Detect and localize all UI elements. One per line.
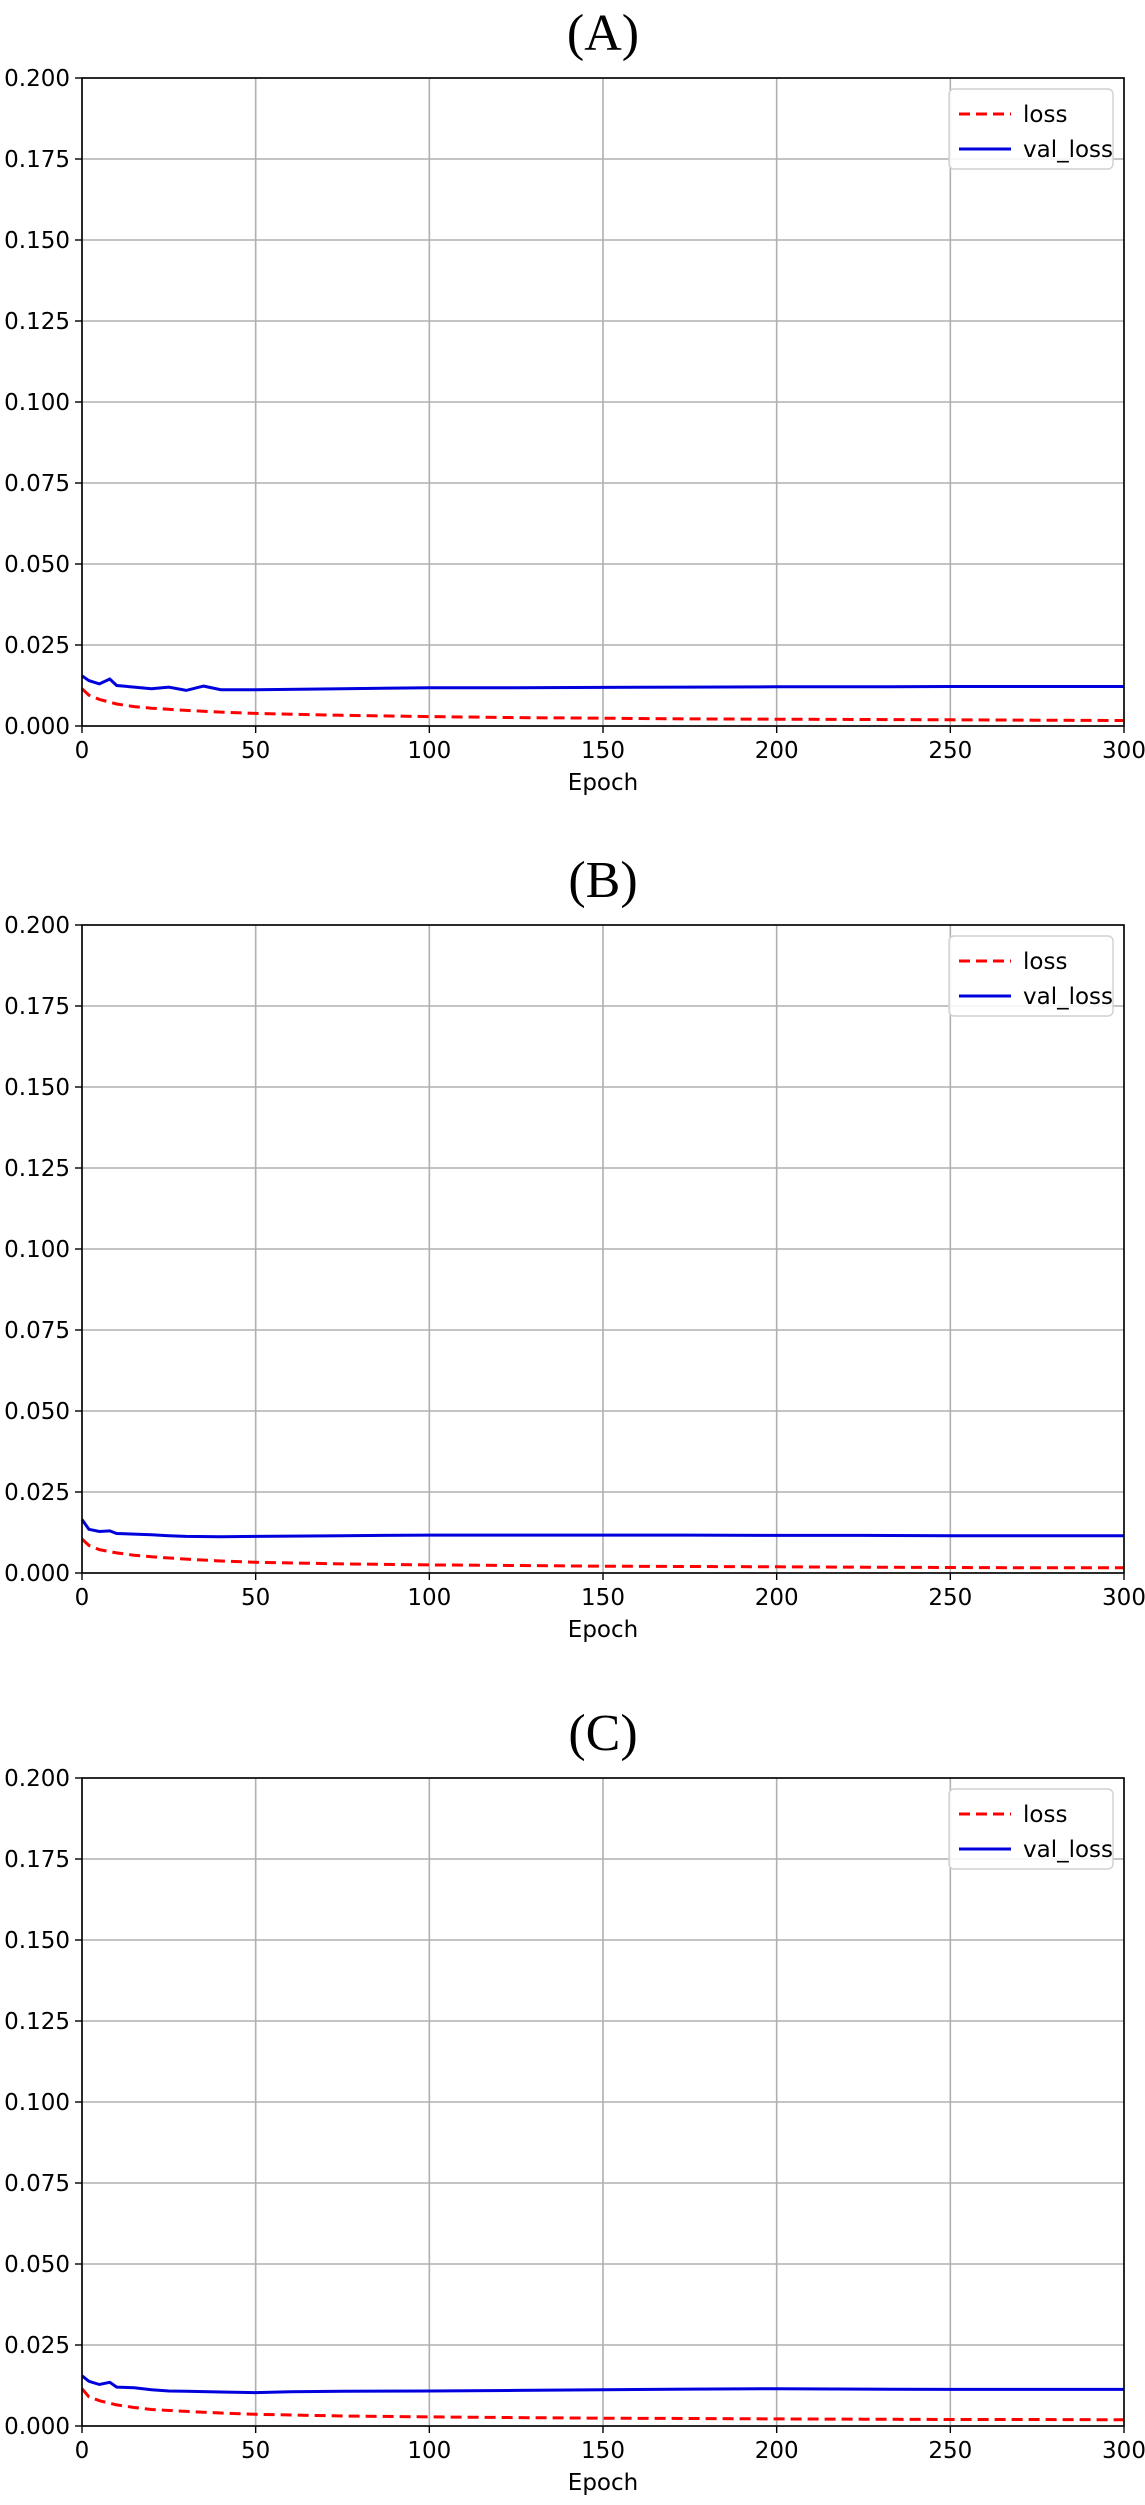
series-line-loss (80, 2387, 1125, 2422)
y-tick-label: 0.075 (4, 1318, 70, 1344)
x-tick-label: 300 (1102, 2438, 1145, 2464)
legend: loss val_loss (948, 88, 1114, 170)
x-tick-label: 150 (581, 1585, 625, 1611)
y-tick-label: 0.150 (4, 1928, 70, 1954)
y-tick-label: 0.025 (4, 2333, 70, 2359)
chart-title: (A) (567, 5, 639, 62)
x-tick-label: 250 (928, 738, 972, 764)
plot-frame (81, 1777, 1125, 2427)
legend-label: val_loss (1023, 1837, 1113, 1863)
x-tick-label: 200 (755, 1585, 799, 1611)
x-tick-label: 50 (241, 738, 270, 764)
plot-frame (81, 924, 1125, 1574)
x-tick-label: 100 (407, 1585, 451, 1611)
chart-panel: (A) 0 50 100 150 200 250 300 0.000 0.025 0.050 0.07… (4, 5, 1145, 796)
legend-label: loss (1023, 949, 1067, 975)
y-tick-label: 0.075 (4, 2171, 70, 2197)
x-tick-label: 150 (581, 2438, 625, 2464)
y-tick-label: 0.200 (4, 1766, 70, 1792)
y-tick-label: 0.125 (4, 309, 70, 335)
y-tick-label: 0.000 (4, 2414, 70, 2440)
x-tick-label: 200 (755, 738, 799, 764)
y-tick-label: 0.075 (4, 471, 70, 497)
x-tick-label: 50 (241, 2438, 270, 2464)
x-tick-label: 250 (928, 1585, 972, 1611)
legend-label: val_loss (1023, 137, 1113, 163)
y-tick-label: 0.200 (4, 913, 70, 939)
x-tick-label: 0 (75, 738, 90, 764)
x-tick-label: 0 (75, 2438, 90, 2464)
legend-label: loss (1023, 102, 1067, 128)
y-tick-label: 0.175 (4, 1847, 70, 1873)
series-line-val-loss (81, 674, 1124, 692)
y-tick-label: 0.050 (4, 552, 70, 578)
y-tick-label: 0.050 (4, 2252, 70, 2278)
y-tick-label: 0.000 (4, 714, 70, 740)
chart-title: (B) (568, 852, 637, 909)
y-tick-label: 0.125 (4, 2009, 70, 2035)
x-tick-label: 250 (928, 2438, 972, 2464)
x-axis-label: Epoch (568, 770, 638, 796)
series-line-val-loss (80, 1518, 1124, 1539)
y-tick-label: 0.100 (4, 390, 70, 416)
x-axis-label: Epoch (568, 2470, 638, 2496)
y-tick-label: 0.050 (4, 1399, 70, 1425)
y-tick-label: 0.025 (4, 1480, 70, 1506)
x-tick-label: 300 (1102, 738, 1145, 764)
x-tick-label: 0 (75, 1585, 90, 1611)
chart-panel: (C) 0 50 100 150 200 250 300 0.000 0.025 0.050 0.07… (4, 1705, 1145, 2496)
x-axis-label: Epoch (568, 1617, 638, 1643)
y-tick-label: 0.125 (4, 1156, 70, 1182)
chart-title: (C) (568, 1705, 637, 1762)
y-tick-label: 0.025 (4, 633, 70, 659)
x-tick-label: 200 (755, 2438, 799, 2464)
legend-label: val_loss (1023, 984, 1113, 1010)
y-tick-label: 0.000 (4, 1561, 70, 1587)
y-tick-label: 0.175 (4, 994, 70, 1020)
x-tick-label: 100 (407, 2438, 451, 2464)
y-tick-label: 0.150 (4, 228, 70, 254)
legend: loss val_loss (948, 935, 1114, 1017)
legend-label: loss (1023, 1802, 1067, 1828)
series-line-loss (80, 1537, 1124, 1570)
plot-frame (81, 77, 1125, 727)
y-tick-label: 0.175 (4, 147, 70, 173)
y-tick-label: 0.150 (4, 1075, 70, 1101)
legend: loss val_loss (948, 1788, 1114, 1870)
chart-panel: (B) 0 50 100 150 200 250 300 0.000 0.025 0.050 0.07… (4, 852, 1145, 1643)
x-tick-label: 50 (241, 1585, 270, 1611)
series-line-val-loss (81, 2374, 1124, 2395)
series-line-loss (80, 687, 1125, 722)
y-tick-label: 0.100 (4, 1237, 70, 1263)
x-tick-label: 300 (1102, 1585, 1145, 1611)
y-tick-label: 0.100 (4, 2090, 70, 2116)
x-tick-label: 100 (407, 738, 451, 764)
y-tick-label: 0.200 (4, 66, 70, 92)
x-tick-label: 150 (581, 738, 625, 764)
